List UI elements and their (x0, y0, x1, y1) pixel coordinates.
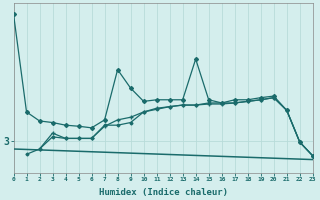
X-axis label: Humidex (Indice chaleur): Humidex (Indice chaleur) (99, 188, 228, 197)
